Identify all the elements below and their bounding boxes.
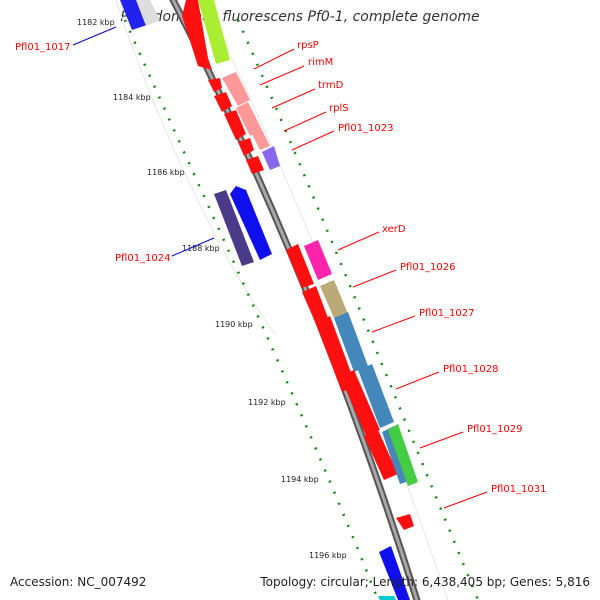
gene-label: rplS <box>329 103 349 114</box>
reverse-strand-slot <box>115 0 277 336</box>
gene-block <box>120 0 150 30</box>
gene-label: Pfl01_1031 <box>491 484 547 495</box>
gene-block <box>230 186 272 260</box>
gene-block <box>224 110 246 140</box>
gene-block <box>320 280 348 318</box>
gene-block <box>286 244 314 288</box>
gene-block <box>379 546 410 600</box>
gene-block <box>182 0 212 70</box>
forward-features <box>182 0 418 530</box>
gene-block <box>262 146 280 170</box>
tick-label: 1194 kbp <box>281 475 319 484</box>
tick-label: 1196 kbp <box>309 551 347 560</box>
gene-block <box>304 240 332 280</box>
gene-label: rimM <box>308 57 333 68</box>
gene-block <box>236 102 262 136</box>
reverse-features <box>120 0 410 600</box>
gene-block <box>396 514 414 530</box>
gene-block <box>358 364 394 428</box>
gene-block <box>198 0 230 64</box>
gene-block <box>136 0 160 26</box>
gene-block <box>340 370 380 436</box>
gene-label: Pfl01_1023 <box>338 123 394 134</box>
gene-label: Pfl01_1029 <box>467 424 523 435</box>
gene-label: trmD <box>318 80 344 91</box>
gene-block <box>316 316 356 392</box>
gene-label: Pfl01_1026 <box>400 262 456 273</box>
gene-block <box>378 596 396 600</box>
gene-block <box>208 78 222 92</box>
tick-label: 1188 kbp <box>182 244 220 253</box>
genome-backbone <box>169 0 421 600</box>
accession-text: Accession: NC_007492 <box>10 575 147 589</box>
tick-label: 1190 kbp <box>215 320 253 329</box>
gene-block <box>388 424 418 486</box>
gene-label: rpsP <box>297 40 319 51</box>
gene-block <box>252 130 270 150</box>
tick-label: 1182 kbp <box>77 18 115 27</box>
tick-label: 1186 kbp <box>147 168 185 177</box>
gene-block <box>214 190 254 266</box>
gene-block <box>334 312 368 372</box>
gene-block <box>214 92 232 112</box>
gene-label: Pfl01_1017 <box>15 42 71 53</box>
tick-label: 1184 kbp <box>113 93 151 102</box>
tick-label: 1192 kbp <box>248 398 286 407</box>
gene-block <box>222 72 250 106</box>
gene-block <box>246 156 264 174</box>
gene-label: xerD <box>382 224 406 235</box>
genome-summary-text: Topology: circular; Length: 6,438,405 bp… <box>260 575 590 589</box>
gene-block <box>364 430 398 480</box>
gene-block <box>302 286 328 324</box>
gene-block <box>238 138 254 156</box>
gene-label: Pfl01_1027 <box>419 308 475 319</box>
tick-ruler <box>123 19 380 600</box>
gene-label: Pfl01_1024 <box>115 253 171 264</box>
gene-label: Pfl01_1028 <box>443 364 499 375</box>
label-connectors <box>72 26 488 509</box>
